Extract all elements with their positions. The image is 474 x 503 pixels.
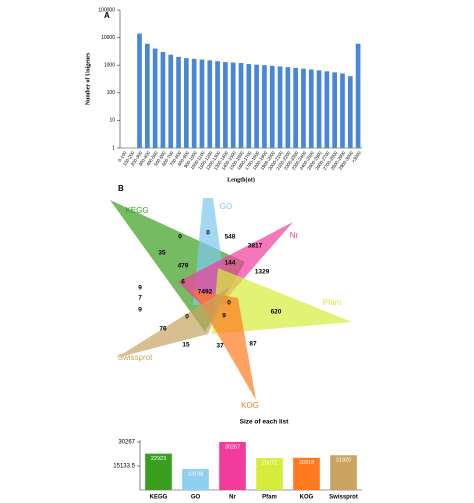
- bar: [199, 59, 205, 149]
- y-tick-label: 1000: [104, 63, 115, 69]
- region-value: 548: [225, 234, 236, 241]
- x-tick-label: Swissprot: [329, 495, 358, 501]
- region-value: 620: [271, 309, 282, 316]
- bar: [355, 43, 361, 149]
- x-tick-label: >3000: [351, 150, 363, 164]
- region-value: 0: [227, 300, 231, 307]
- region-value: 7: [138, 295, 142, 302]
- set-label: Swissprot: [118, 353, 153, 362]
- x-tick-label: Nr: [229, 495, 236, 501]
- bar: [230, 62, 236, 148]
- region-value: 35: [158, 250, 166, 257]
- value-label: 20072: [262, 461, 277, 467]
- region-value: 9: [138, 285, 142, 292]
- bar: [347, 76, 353, 148]
- region-value: 87: [249, 341, 257, 348]
- bar: [269, 65, 275, 148]
- y-tick-label: 30267: [118, 440, 135, 446]
- region-value: 0: [206, 230, 210, 237]
- set-label: Pfam: [323, 298, 342, 307]
- set-label: KEGG: [125, 206, 148, 215]
- bar: [332, 72, 338, 148]
- bar: [340, 73, 345, 148]
- set-shape: [116, 288, 228, 358]
- chart-title: Size of each list: [240, 419, 290, 426]
- region-value: 3817: [248, 243, 263, 250]
- bar: [160, 52, 166, 149]
- region-value: 7492: [198, 289, 213, 296]
- bar: [316, 70, 322, 148]
- bar: [168, 54, 174, 148]
- y-axis-label: Number of Unigenes: [85, 52, 91, 105]
- bar: [293, 67, 298, 148]
- set-label: KOG: [241, 401, 259, 410]
- x-axis-label: Length(nt): [227, 176, 255, 183]
- bar: [246, 64, 252, 148]
- bar: [238, 63, 244, 148]
- bar: [277, 66, 283, 148]
- bar: [223, 62, 228, 149]
- set-shape: [212, 268, 352, 334]
- region-value: 9: [138, 307, 142, 314]
- bar: [182, 469, 209, 490]
- bar: [285, 67, 291, 148]
- bar: [330, 455, 357, 490]
- set-shape: [178, 222, 293, 315]
- set-label: Nr: [290, 231, 299, 240]
- region-value: 0: [185, 314, 189, 321]
- y-tick-label: 15133.5: [113, 464, 135, 470]
- bar: [144, 43, 150, 149]
- region-value: 76: [159, 326, 167, 333]
- region-value: 6: [181, 279, 185, 286]
- bar: [308, 69, 314, 148]
- region-value: 1329: [255, 269, 270, 276]
- y-tick-label: 100: [107, 90, 116, 96]
- y-tick-label: 1: [112, 145, 115, 151]
- x-tick-label: GO: [191, 495, 201, 501]
- region-value: 37: [216, 343, 224, 350]
- region-value: 9: [222, 313, 226, 320]
- y-tick-label: 100000: [98, 7, 115, 13]
- bar: [176, 56, 181, 148]
- bar: [301, 68, 306, 148]
- bar: [256, 458, 283, 490]
- y-tick-label: 10: [109, 118, 115, 124]
- value-label: 13198: [188, 472, 203, 478]
- set-label: GO: [220, 202, 232, 211]
- value-label: 21920: [336, 458, 351, 464]
- bar: [191, 58, 197, 148]
- panel-label: A: [104, 11, 110, 20]
- y-tick-label: 10000: [101, 35, 115, 41]
- bar: [262, 65, 267, 148]
- bar: [207, 60, 213, 148]
- bar: [254, 64, 259, 148]
- panel-label: B: [118, 184, 124, 193]
- bar: [145, 453, 172, 490]
- value-label: 20318: [299, 460, 314, 466]
- bar: [324, 71, 330, 148]
- region-value: 15: [182, 342, 190, 349]
- value-label: 30267: [225, 444, 240, 450]
- bar: [215, 61, 220, 148]
- x-tick-label: Pfam: [262, 495, 277, 501]
- bar: [293, 457, 320, 490]
- region-value: 0: [178, 234, 182, 241]
- region-value: 144: [225, 260, 236, 267]
- bar: [137, 33, 142, 149]
- bar: [184, 58, 189, 148]
- x-tick-label: KOG: [300, 495, 314, 501]
- x-tick-label: 0-100: [117, 150, 128, 163]
- region-value: 479: [178, 263, 189, 270]
- x-tick-label: KEGG: [150, 495, 168, 501]
- bar: [152, 48, 158, 148]
- bar: [219, 442, 246, 490]
- value-label: 22923: [151, 456, 166, 462]
